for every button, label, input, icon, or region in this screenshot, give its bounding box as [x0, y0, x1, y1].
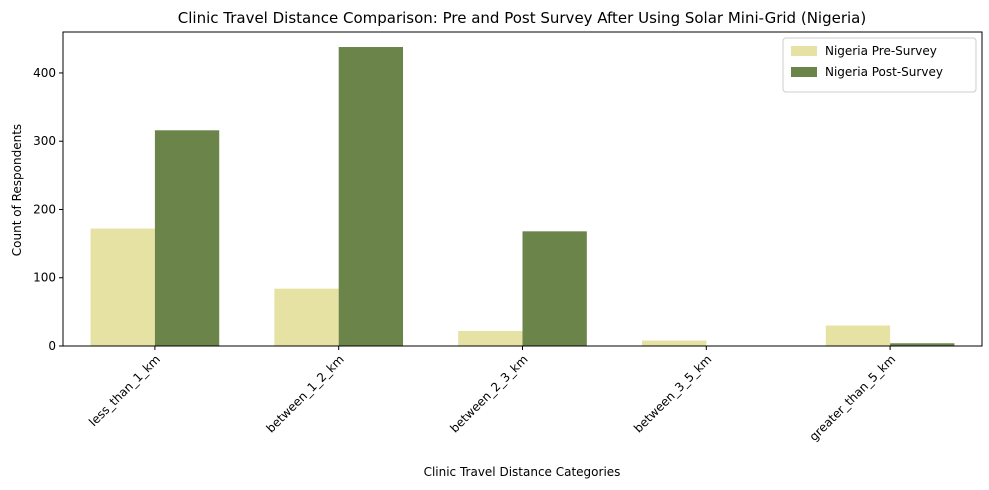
bar-pre-greater_than_5_km — [825, 325, 891, 346]
bars-group — [90, 47, 955, 346]
bar-post-between_2_3_km — [522, 231, 587, 346]
y-tick-label: 300 — [33, 134, 56, 148]
bar-post-less_than_1_km — [154, 130, 220, 346]
bar-post-greater_than_5_km — [890, 343, 955, 346]
bar-pre-less_than_1_km — [90, 228, 155, 346]
bar-post-between_1_2_km — [338, 47, 404, 346]
legend-label: Nigeria Post-Survey — [825, 65, 943, 79]
legend-swatch — [791, 46, 817, 56]
bar-pre-between_1_2_km — [274, 288, 339, 346]
x-tick-label: between_1_2_km — [264, 352, 347, 435]
y-axis: 0 100 200 300 400 — [33, 66, 63, 353]
y-tick-label: 100 — [33, 271, 56, 285]
legend: Nigeria Pre-Survey Nigeria Post-Survey — [782, 37, 977, 93]
plot-frame — [62, 31, 983, 347]
x-axis: less_than_1_km between_1_2_km between_2_3_… — [86, 346, 898, 444]
y-axis-label: Count of Respondents — [10, 124, 24, 256]
x-tick-label: greater_than_5_km — [807, 352, 899, 444]
bar-pre-between_2_3_km — [458, 330, 523, 346]
y-tick-label: 200 — [33, 202, 56, 216]
y-tick-label: 0 — [48, 339, 56, 353]
bar-pre-between_3_5_km — [641, 340, 707, 346]
x-tick-label: less_than_1_km — [86, 352, 163, 429]
legend-swatch — [791, 67, 817, 77]
legend-box — [782, 37, 977, 93]
x-tick-label: between_2_3_km — [447, 352, 530, 435]
x-tick-label: between_3_5_km — [631, 352, 714, 435]
x-axis-label: Clinic Travel Distance Categories — [424, 465, 621, 479]
chart-title: Clinic Travel Distance Comparison: Pre a… — [178, 9, 866, 27]
y-tick-label: 400 — [33, 66, 56, 80]
legend-label: Nigeria Pre-Survey — [825, 44, 937, 58]
